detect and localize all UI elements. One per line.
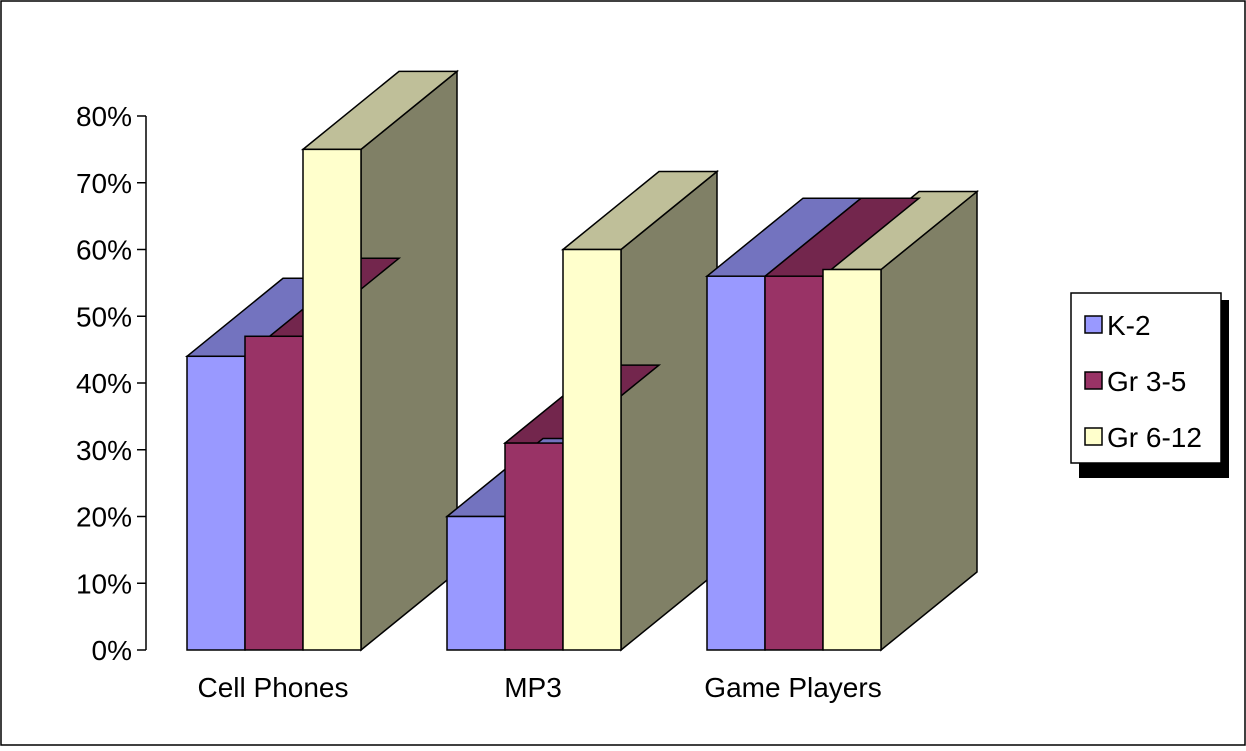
bar xyxy=(244,335,304,651)
legend: K-2 Gr 3-5 Gr 6-12 xyxy=(1070,292,1229,478)
legend-swatch xyxy=(1084,315,1103,334)
bar-side xyxy=(360,69,458,652)
bar xyxy=(822,268,882,651)
bar-group xyxy=(184,69,460,652)
legend-items: K-2 Gr 3-5 Gr 6-12 xyxy=(1084,310,1202,453)
bar xyxy=(764,275,824,651)
x-tick-label: MP3 xyxy=(504,672,562,703)
legend-label: K-2 xyxy=(1107,310,1151,341)
bar xyxy=(562,248,622,651)
legend-label: Gr 3-5 xyxy=(1107,366,1186,397)
legend-label: Gr 6-12 xyxy=(1107,422,1202,453)
y-tick-label: 0% xyxy=(92,635,132,666)
bar xyxy=(446,515,506,651)
bar xyxy=(706,275,766,651)
bar-side xyxy=(620,169,718,652)
y-axis-ticks: 0% 10% 20% 30% 40% 50% 60% 70% 80% xyxy=(76,101,146,666)
y-tick-label: 20% xyxy=(76,502,132,533)
y-tick-label: 10% xyxy=(76,568,132,599)
x-tick-label: Cell Phones xyxy=(198,672,349,703)
legend-swatch xyxy=(1084,427,1103,446)
y-tick-label: 50% xyxy=(76,301,132,332)
bar-group xyxy=(704,189,980,652)
bars xyxy=(184,69,980,652)
y-tick-label: 60% xyxy=(76,235,132,266)
bar-group xyxy=(444,169,720,652)
bar xyxy=(504,442,564,651)
y-tick-label: 30% xyxy=(76,435,132,466)
y-tick-label: 70% xyxy=(76,168,132,199)
bar-side xyxy=(880,189,978,652)
bar xyxy=(302,148,362,651)
x-tick-label: Game Players xyxy=(704,672,881,703)
bar xyxy=(186,355,246,651)
legend-swatch xyxy=(1084,371,1103,390)
y-tick-label: 80% xyxy=(76,101,132,132)
x-axis-labels: Cell Phones MP3 Game Players xyxy=(198,672,882,703)
y-tick-label: 40% xyxy=(76,368,132,399)
